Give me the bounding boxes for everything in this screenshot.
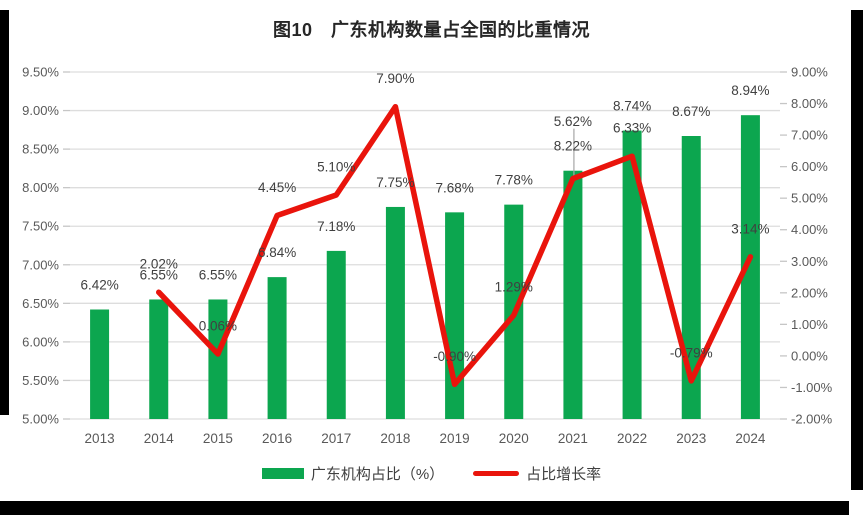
bar-value-label: 7.78% bbox=[495, 173, 533, 188]
x-axis-year-label: 2022 bbox=[617, 431, 647, 446]
left-axis-tick-label: 8.00% bbox=[22, 180, 59, 195]
x-axis-year-label: 2013 bbox=[85, 431, 115, 446]
left-axis-tick-label: 9.50% bbox=[22, 65, 59, 80]
page-edge-artifact-right bbox=[851, 10, 863, 490]
right-axis-tick-label: -2.00% bbox=[791, 412, 833, 427]
bar-2015 bbox=[208, 299, 228, 419]
left-axis-tick-label: 7.00% bbox=[22, 257, 59, 272]
bar-value-label: 6.42% bbox=[80, 278, 118, 293]
x-axis-year-label: 2016 bbox=[262, 431, 292, 446]
right-axis-tick-label: 4.00% bbox=[791, 222, 828, 237]
right-axis-tick-label: 5.00% bbox=[791, 191, 828, 206]
left-axis-tick-label: 8.50% bbox=[22, 142, 59, 157]
x-axis-year-label: 2020 bbox=[499, 431, 529, 446]
right-axis-tick-label: 6.00% bbox=[791, 159, 828, 174]
x-axis-year-label: 2024 bbox=[735, 431, 766, 446]
x-axis-year-label: 2017 bbox=[321, 431, 351, 446]
bar-2013 bbox=[90, 309, 110, 419]
line-value-label: 6.33% bbox=[613, 121, 651, 136]
bar-value-label: 6.55% bbox=[199, 267, 237, 282]
chart-title: 图10 广东机构数量占全国的比重情况 bbox=[272, 20, 591, 40]
line-value-label: 3.14% bbox=[731, 221, 769, 236]
line-value-label: 7.90% bbox=[376, 71, 414, 86]
left-axis-tick-label: 6.00% bbox=[22, 334, 59, 349]
left-axis-tick-label: 6.50% bbox=[22, 296, 59, 311]
left-axis-tick-label: 5.00% bbox=[22, 412, 59, 427]
bar-value-label: 8.94% bbox=[731, 83, 769, 98]
legend-line-label: 占比增长率 bbox=[526, 466, 602, 483]
x-axis-year-label: 2023 bbox=[676, 431, 706, 446]
x-axis-year-label: 2018 bbox=[380, 431, 410, 446]
line-value-label: 0.06% bbox=[199, 319, 237, 334]
right-axis-tick-label: 9.00% bbox=[791, 65, 828, 80]
bar-2016 bbox=[267, 277, 287, 419]
right-axis-tick-label: 2.00% bbox=[791, 285, 828, 300]
bar-2022 bbox=[622, 130, 642, 420]
bar-value-label: 7.68% bbox=[435, 180, 473, 195]
right-axis-tick-label: 8.00% bbox=[791, 96, 828, 111]
right-axis-tick-label: 3.00% bbox=[791, 254, 828, 269]
bar-value-label: 6.84% bbox=[258, 245, 296, 260]
x-axis-year-label: 2021 bbox=[558, 431, 588, 446]
line-value-label: 1.29% bbox=[495, 280, 533, 295]
left-axis-tick-label: 5.50% bbox=[22, 373, 59, 388]
x-axis-year-label: 2014 bbox=[144, 431, 175, 446]
bar-2024 bbox=[740, 115, 760, 419]
left-axis-tick-label: 9.00% bbox=[22, 103, 59, 118]
left-axis-tick-label: 7.50% bbox=[22, 219, 59, 234]
bar-value-label: 7.75% bbox=[376, 175, 414, 190]
line-value-label: 2.02% bbox=[140, 257, 178, 272]
legend-bar-swatch bbox=[261, 468, 304, 479]
legend-line-swatch bbox=[473, 471, 520, 476]
line-value-label: 5.62% bbox=[554, 114, 592, 129]
chart-legend: 广东机构占比（%） 占比增长率 bbox=[0, 463, 863, 484]
x-axis-year-label: 2019 bbox=[440, 431, 470, 446]
line-value-label: 5.10% bbox=[317, 160, 355, 175]
page-edge-artifact-left bbox=[0, 10, 9, 415]
bar-value-label: 7.18% bbox=[317, 219, 355, 234]
right-axis-tick-label: 0.00% bbox=[791, 348, 828, 363]
right-axis-tick-label: -1.00% bbox=[791, 380, 833, 395]
bar-2023 bbox=[681, 136, 701, 419]
right-axis-tick-label: 1.00% bbox=[791, 317, 828, 332]
line-value-label: 4.45% bbox=[258, 180, 296, 195]
bar-2017 bbox=[326, 250, 346, 419]
bar-value-label: 6.55% bbox=[140, 267, 178, 282]
bar-2018 bbox=[385, 206, 405, 419]
bar-value-label: 8.22% bbox=[554, 139, 592, 154]
line-value-label: -0.90% bbox=[433, 349, 476, 364]
bar-2019 bbox=[445, 212, 465, 419]
page-edge-artifact-bottom bbox=[0, 501, 849, 515]
bar-2014 bbox=[149, 299, 169, 419]
bar-2021 bbox=[563, 170, 583, 419]
right-axis-tick-label: 7.00% bbox=[791, 128, 828, 143]
x-axis-year-label: 2015 bbox=[203, 431, 233, 446]
legend-bar-label: 广东机构占比（%） bbox=[310, 466, 445, 483]
line-value-label: -0.79% bbox=[670, 345, 713, 360]
bar-value-label: 8.67% bbox=[672, 104, 710, 119]
growth-rate-line bbox=[156, 103, 754, 388]
bar-value-label: 8.74% bbox=[613, 99, 651, 114]
